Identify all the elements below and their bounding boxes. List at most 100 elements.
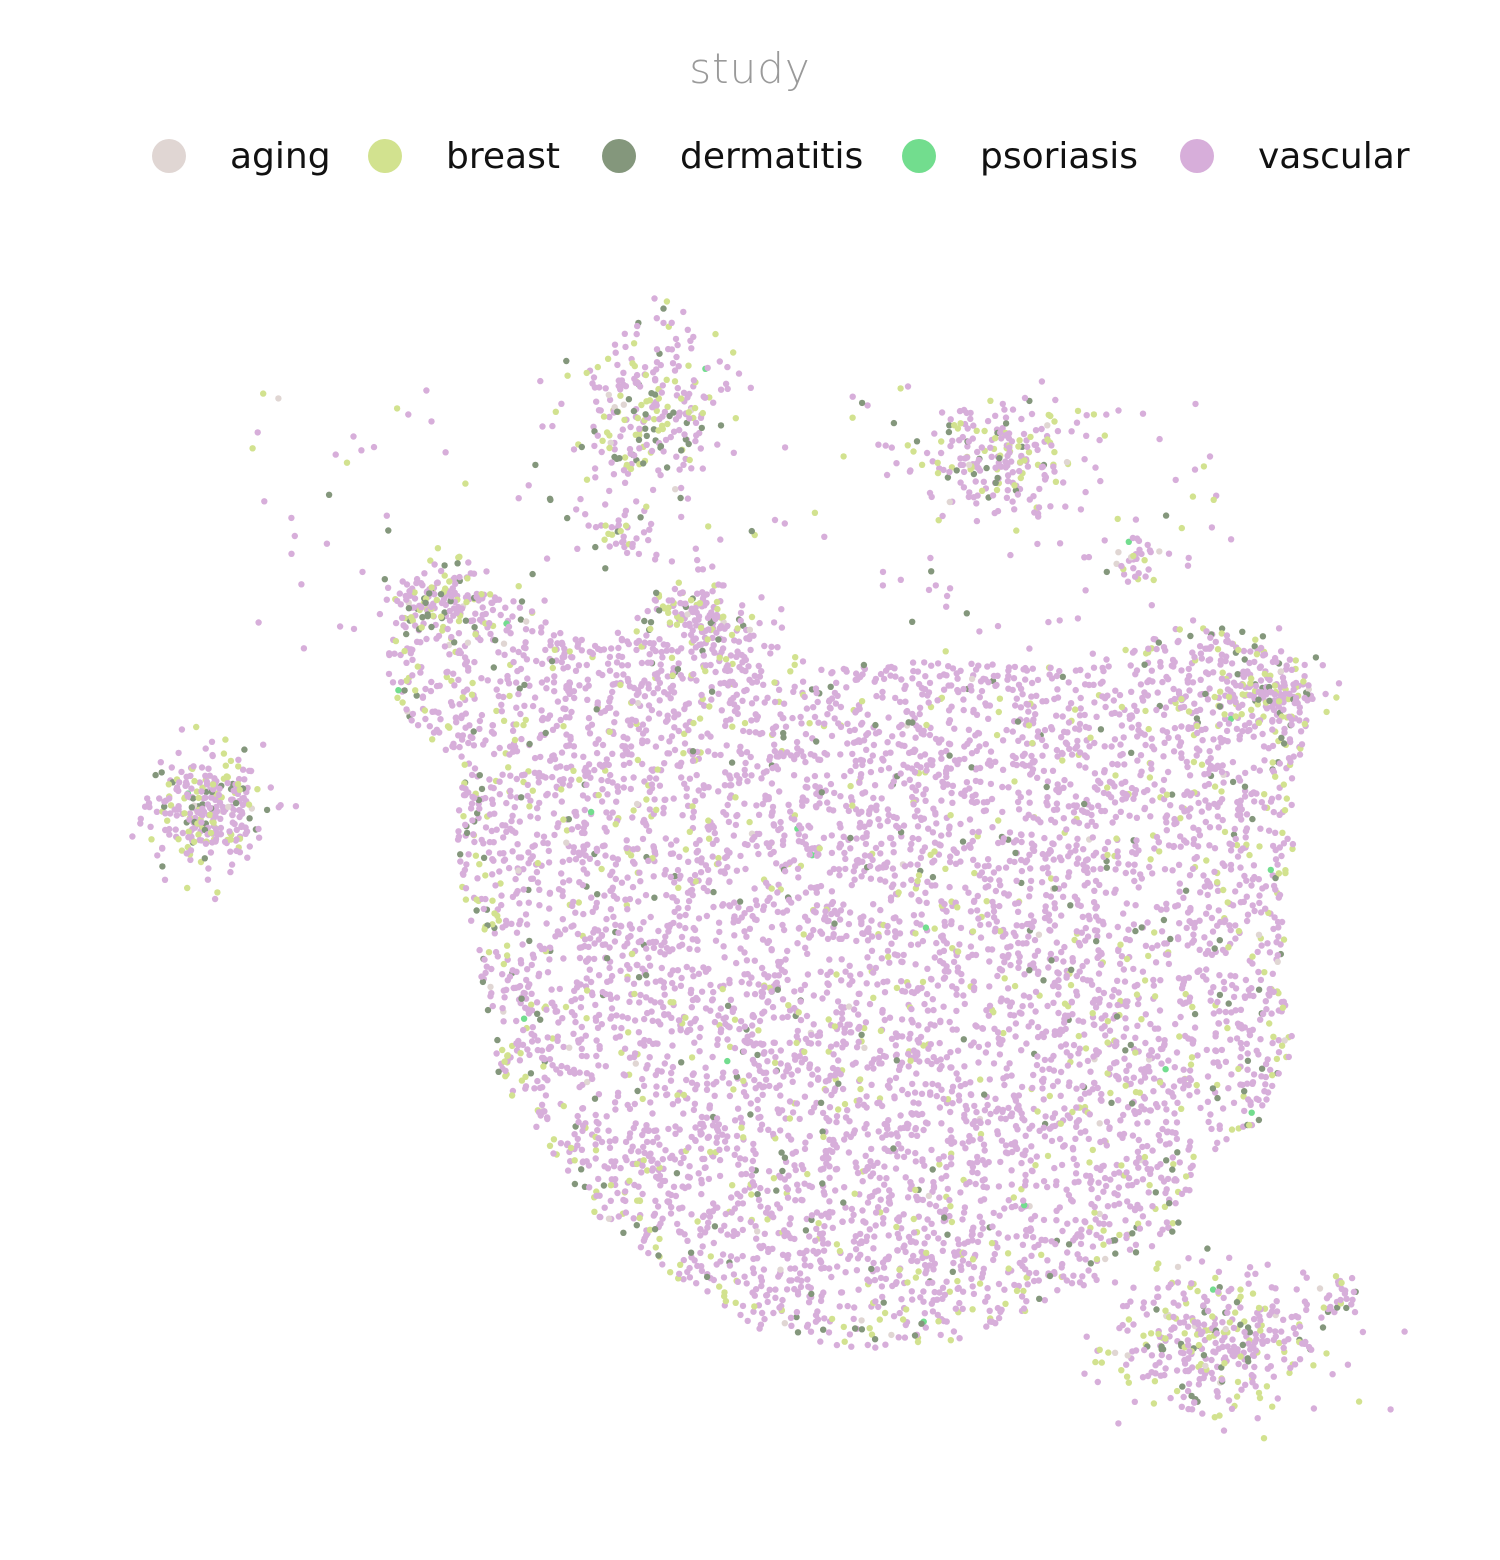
- scatter-point-2824: [701, 1155, 708, 1163]
- scatter-point-148: [1132, 902, 1139, 909]
- legend-item-psoriasis[interactable]: psoriasis: [902, 128, 1138, 184]
- scatter-point-3122: [781, 968, 788, 976]
- scatter-point-4415: [984, 798, 991, 806]
- scatter-point-212: [892, 673, 899, 680]
- scatter-point-3051: [592, 740, 599, 747]
- scatter-point-4928: [1274, 861, 1281, 868]
- scatter-point-4354: [745, 663, 752, 670]
- scatter-point-2077: [635, 725, 643, 733]
- scatter-point-4254: [807, 932, 815, 939]
- scatter-point-2743: [652, 1040, 660, 1047]
- scatter-point-2651: [679, 812, 686, 819]
- scatter-point-4087: [736, 898, 744, 905]
- scatter-point-1897: [478, 895, 485, 903]
- scatter-point-390: [949, 665, 957, 672]
- scatter-point-4687: [553, 722, 560, 730]
- legend-item-dermatitis[interactable]: dermatitis: [602, 128, 863, 184]
- scatter-point-1748: [578, 1146, 586, 1154]
- scatter-point-1053: [518, 598, 526, 605]
- scatter-point-4443: [996, 1051, 1004, 1058]
- scatter-point-4512: [820, 1247, 828, 1254]
- scatter-point-1324: [1022, 1171, 1029, 1179]
- scatter-point-360: [805, 1299, 813, 1306]
- scatter-point-3781: [706, 703, 713, 710]
- scatter-point-3469: [870, 741, 878, 749]
- scatter-point-810: [633, 628, 640, 635]
- scatter-point-1688: [1272, 874, 1279, 882]
- scatter-point-3433: [1139, 1213, 1147, 1220]
- scatter-point-1095: [904, 1090, 911, 1098]
- scatter-point-4228: [727, 716, 734, 723]
- scatter-point-1893: [1116, 1200, 1123, 1207]
- scatter-point-4267: [698, 859, 705, 866]
- scatter-point-1164: [1242, 976, 1250, 984]
- scatter-point-2013: [912, 734, 919, 741]
- scatter-point-3798: [520, 886, 527, 893]
- scatter-point-1441: [697, 1226, 704, 1233]
- scatter-point-3601: [1048, 724, 1055, 731]
- scatter-point-3967: [866, 1278, 873, 1285]
- scatter-point-4571: [850, 1238, 858, 1245]
- scatter-point-1697: [578, 1045, 585, 1053]
- scatter-point-4817: [1218, 651, 1226, 658]
- scatter-point-1272: [736, 1155, 744, 1162]
- scatter-point-4766: [1204, 696, 1212, 703]
- scatter-point-3403: [505, 764, 512, 771]
- scatter-point-3320: [1051, 900, 1058, 907]
- scatter-point-3848: [496, 791, 503, 798]
- scatter-point-4573: [633, 691, 641, 698]
- scatter-point-3750: [637, 878, 644, 885]
- scatter-point-968: [746, 728, 753, 736]
- scatter-point-4530: [625, 640, 632, 648]
- scatter-point-4097: [884, 817, 891, 825]
- scatter-point-2850: [1075, 1117, 1083, 1124]
- legend-item-vascular[interactable]: vascular: [1180, 128, 1410, 184]
- scatter-point-4668: [944, 1137, 952, 1145]
- scatter-point-4915: [824, 917, 831, 925]
- scatter-point-4720: [828, 849, 836, 857]
- scatter-point-1876: [1055, 1009, 1062, 1017]
- scatter-point-4750: [615, 929, 622, 936]
- scatter-point-870: [1135, 884, 1142, 891]
- scatter-point-4818: [775, 826, 782, 834]
- scatter-point-3028: [1042, 1113, 1049, 1120]
- scatter-point-4181: [503, 828, 510, 835]
- scatter-point-1447: [1212, 1033, 1219, 1040]
- legend-item-aging[interactable]: aging: [152, 128, 331, 184]
- scatter-point-4164: [1164, 768, 1172, 776]
- scatter-point-63: [517, 710, 524, 718]
- scatter-point-3770: [1248, 882, 1255, 889]
- scatter-point-1646: [959, 1140, 966, 1147]
- scatter-point-2619: [509, 812, 516, 819]
- scatter-point-831: [758, 775, 765, 782]
- scatter-point-3462: [1032, 988, 1040, 995]
- scatter-point-2443: [975, 662, 982, 669]
- scatter-point-4838: [630, 980, 638, 987]
- scatter-point-2729: [601, 1204, 608, 1211]
- scatter-point-108: [908, 1288, 915, 1295]
- scatter-point-878: [799, 794, 806, 801]
- scatter-point-442: [1074, 835, 1081, 842]
- scatter-point-2517: [866, 819, 873, 826]
- scatter-point-3701: [1241, 1107, 1248, 1115]
- scatter-point-864: [635, 974, 643, 981]
- scatter-point-4900: [1100, 789, 1108, 797]
- scatter-point-3384: [529, 951, 537, 958]
- scatter-point-1549: [759, 1091, 766, 1099]
- scatter-point-1300: [689, 1071, 696, 1079]
- scatter-point-4442: [1186, 918, 1193, 925]
- scatter-point-3594: [862, 1019, 870, 1026]
- legend-item-breast[interactable]: breast: [368, 128, 560, 184]
- scatter-point-4780: [1075, 1050, 1082, 1057]
- scatter-point-4553: [726, 1262, 734, 1269]
- scatter-point-4298: [1158, 928, 1166, 935]
- scatter-point-2459: [613, 672, 620, 679]
- scatter-point-56: [1027, 877, 1035, 885]
- scatter-point-2688: [1125, 861, 1132, 868]
- scatter-point-3283: [639, 730, 647, 737]
- scatter-point-3603: [719, 1131, 726, 1138]
- scatter-point-4866: [637, 1244, 645, 1251]
- scatter-point-3357: [458, 753, 465, 760]
- scatter-point-1852: [678, 1059, 685, 1066]
- scatter-point-4693: [676, 1229, 683, 1236]
